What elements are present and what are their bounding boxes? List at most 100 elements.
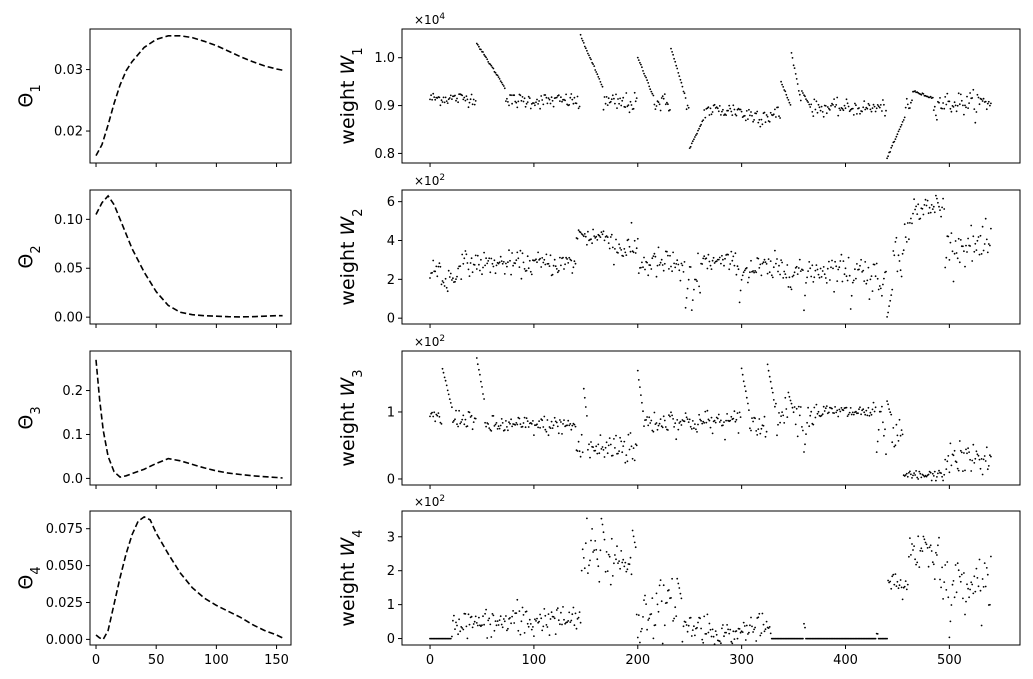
scatter-point (586, 517, 588, 520)
scatter-point (527, 625, 530, 628)
scatter-point (891, 144, 894, 147)
scatter-point (591, 61, 593, 64)
scatter-point (527, 267, 530, 270)
scatter-point (547, 97, 550, 99)
scatter-point (959, 449, 962, 452)
scatter-point (822, 405, 825, 408)
scatter-point (662, 269, 665, 272)
scatter-point (697, 252, 699, 255)
scatter-point (686, 418, 689, 420)
scatter-point (936, 118, 938, 121)
scatter-point (729, 628, 732, 631)
scatter-point (980, 624, 983, 627)
scatter-point (645, 419, 647, 421)
scatter-point (697, 423, 699, 426)
scatter-point (816, 268, 819, 271)
scatter-point (437, 412, 440, 414)
scatter-point (764, 261, 767, 263)
scatter-point (704, 116, 707, 119)
scatter-point (828, 107, 830, 110)
scatter-point (855, 410, 857, 413)
scatter-point (893, 254, 896, 257)
x-tick-label: 400 (833, 653, 858, 668)
scatter-point (447, 98, 450, 101)
scatter-point (939, 97, 941, 99)
scatter-point (632, 107, 635, 110)
scatter-point (539, 426, 541, 429)
scatter-point (874, 110, 877, 113)
scatter-point (512, 264, 514, 267)
scatter-point (555, 421, 558, 424)
scatter-point (652, 430, 655, 433)
scatter-point (533, 635, 535, 637)
scatter-point (454, 94, 456, 97)
scatter-point (586, 49, 588, 52)
scatter-point (859, 112, 861, 115)
scatter-point (786, 264, 789, 266)
scatter-point (687, 106, 690, 109)
scatter-point (917, 203, 920, 206)
scatter-point (613, 97, 615, 100)
scatter-point (535, 101, 537, 104)
scatter-point (886, 400, 888, 402)
scatter-point (898, 260, 901, 262)
scatter-point (497, 624, 500, 626)
scatter-point (702, 420, 705, 423)
scatter-point (677, 582, 680, 585)
scatter-point (978, 558, 981, 561)
scatter-point (566, 258, 568, 260)
scatter-point (471, 626, 474, 629)
scatter-point (829, 109, 831, 111)
scatter-point (830, 104, 832, 107)
scatter-point (939, 209, 941, 212)
scatter-point (648, 617, 651, 620)
scatter-point (640, 630, 642, 633)
scatter-point (490, 64, 493, 67)
scatter-point (510, 94, 512, 97)
scatter-point (624, 461, 627, 464)
scatter-point (732, 104, 735, 107)
scatter-point (808, 103, 811, 106)
scatter-point (944, 96, 947, 98)
scatter-point (490, 636, 493, 638)
scatter-point (723, 635, 725, 638)
scatter-point (766, 272, 769, 275)
scatter-point (573, 260, 576, 263)
series-line (95, 515, 283, 641)
scatter-point (625, 92, 628, 94)
scatter-point (434, 270, 437, 273)
scatter-point (966, 452, 968, 455)
scatter-point (948, 100, 951, 103)
scatter-point (514, 424, 517, 426)
scatter-point (974, 121, 977, 124)
scatter-point (556, 425, 559, 428)
scatter-point (455, 99, 457, 102)
scatter-point (869, 411, 872, 414)
scatter-point (986, 102, 989, 105)
scatter-point (698, 127, 700, 130)
scatter-point (466, 98, 469, 101)
scatter-point (525, 610, 528, 613)
scatter-point (848, 274, 851, 277)
scatter-point (717, 110, 720, 113)
scatter-point (913, 472, 915, 474)
scatter-point (569, 423, 572, 425)
scatter-point (526, 101, 529, 103)
scatter-point (492, 67, 495, 70)
y-tick-label: 0.05 (54, 262, 83, 277)
scatter-point (554, 420, 557, 423)
scatter-point (438, 415, 441, 418)
scatter-point (515, 612, 518, 614)
scatter-point (622, 96, 625, 99)
scatter-point (647, 82, 650, 84)
scatter-point (861, 409, 863, 412)
scatter-point (595, 235, 598, 238)
scatter-point (498, 261, 501, 264)
scatter-point (802, 429, 804, 432)
scatter-point (964, 104, 966, 107)
scatter-point (957, 92, 960, 95)
scatter-point (541, 257, 544, 259)
scatter-point (841, 280, 844, 283)
scatter-point (935, 479, 937, 482)
scatter-point (511, 615, 513, 618)
